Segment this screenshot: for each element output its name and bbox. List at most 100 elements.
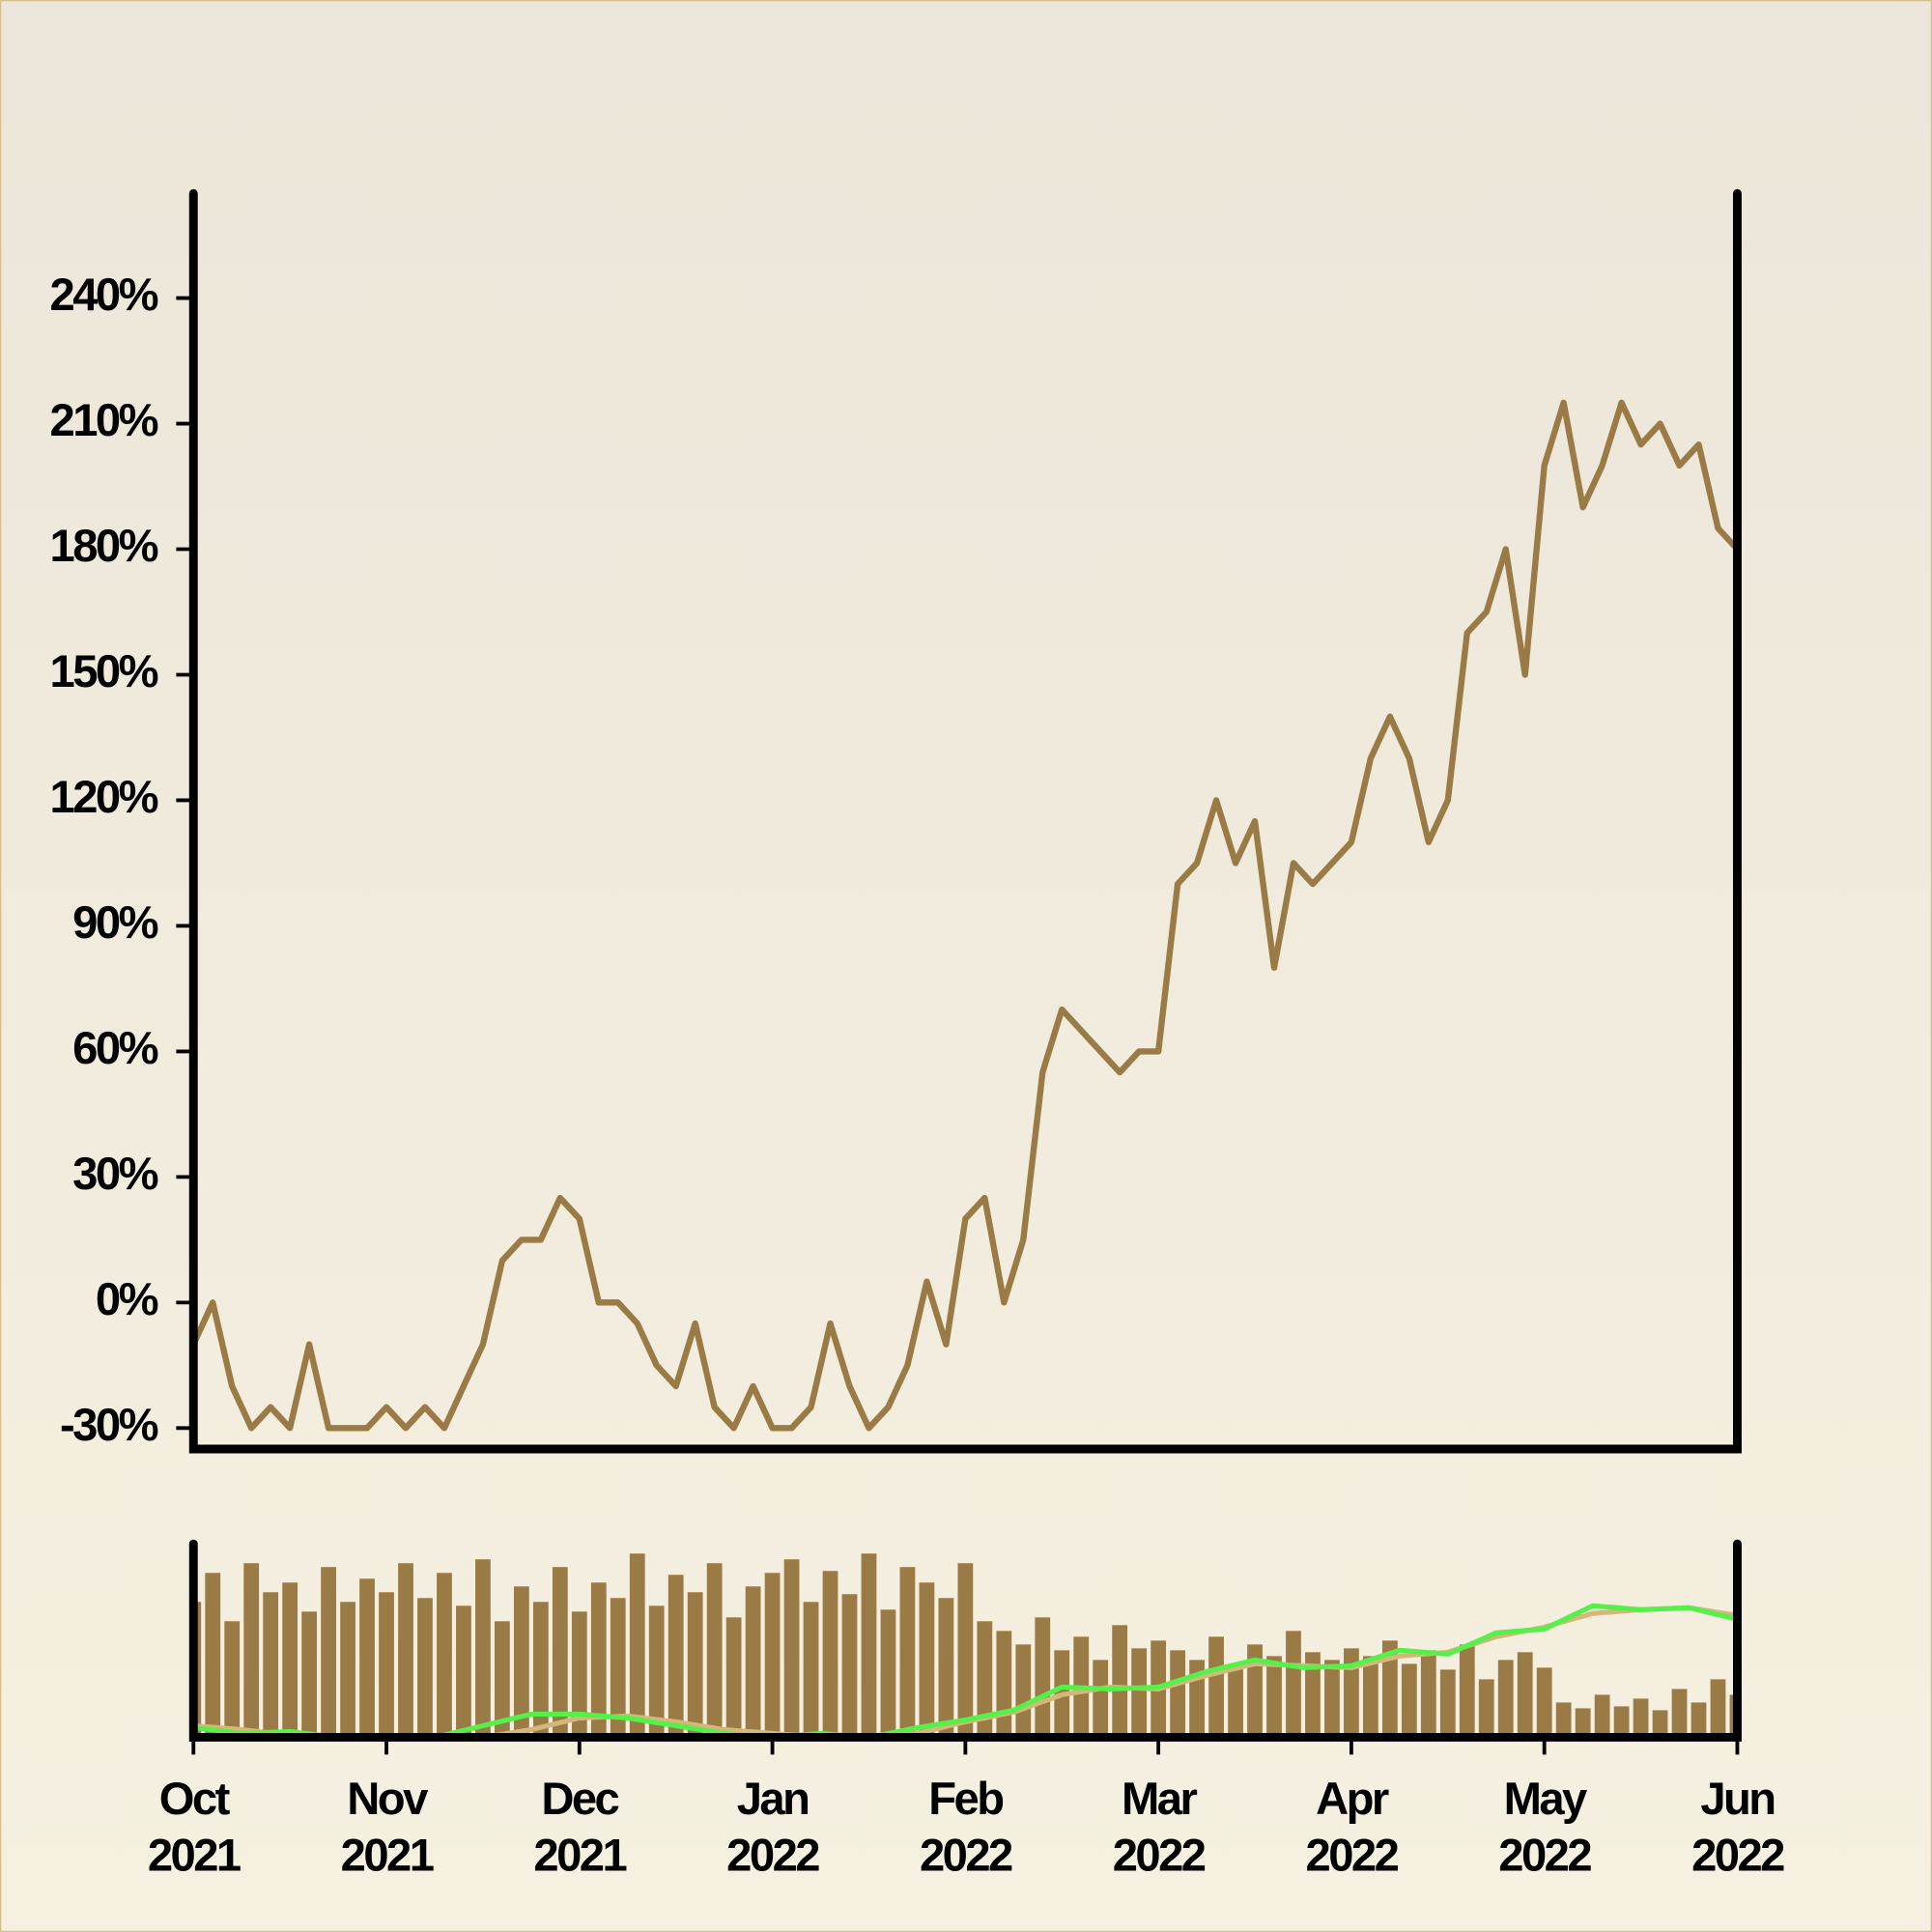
volume-bar [359, 1578, 375, 1738]
volume-bar [919, 1582, 935, 1738]
volume-bar [417, 1598, 433, 1738]
volume-bar [861, 1553, 877, 1738]
volume-bar [687, 1592, 703, 1738]
x-tick-label: Apr 2022 [1306, 1775, 1399, 1883]
volume-bar [1305, 1652, 1321, 1738]
volume-bar [899, 1567, 916, 1738]
volume-bar [1555, 1702, 1572, 1738]
volume-bar [1633, 1698, 1649, 1738]
x-tick-label: Nov 2021 [341, 1775, 434, 1883]
volume-bar [1344, 1648, 1359, 1738]
volume-bar [841, 1594, 858, 1738]
volume-bar [552, 1567, 568, 1738]
volume-bar [803, 1602, 819, 1738]
volume-bar [1015, 1644, 1032, 1738]
volume-bar [610, 1598, 626, 1738]
volume-bar [263, 1592, 279, 1738]
volume-bar [880, 1609, 896, 1738]
volume-bar [1613, 1706, 1630, 1738]
volume-bar [1517, 1652, 1533, 1738]
volume-bar [1228, 1663, 1243, 1738]
volume-bar [938, 1598, 954, 1738]
y-tick-label: 240% [50, 270, 158, 321]
volume-bar [1439, 1669, 1456, 1738]
volume-bar [1690, 1702, 1707, 1738]
volume-bar [764, 1573, 781, 1738]
volume-bar [205, 1573, 221, 1738]
spine [188, 1539, 1742, 1742]
volume-bar [783, 1559, 800, 1738]
x-tick-label: May 2022 [1498, 1775, 1591, 1883]
volume-bar [957, 1563, 974, 1738]
plots: -30% 0% 30% 60% 90% 120% 150% 180% 210% 240% Oct 20… [50, 270, 1787, 1883]
y-tick-label: -30% [60, 1400, 158, 1451]
volume-bar [532, 1602, 549, 1738]
volume-bar [1420, 1650, 1436, 1738]
volume-bar [725, 1617, 742, 1738]
x-tick-label: Oct 2021 [148, 1775, 241, 1883]
volume-bar [495, 1621, 510, 1738]
spine [188, 188, 1742, 1454]
volume-bar [301, 1611, 318, 1738]
spines [188, 188, 1742, 1742]
y-tick-label: 150% [50, 646, 158, 697]
volume-bar [648, 1605, 665, 1738]
volume-bar [571, 1611, 587, 1738]
volume-bar [1363, 1656, 1378, 1738]
y-tick-label: 90% [72, 897, 157, 949]
price-line [190, 399, 1740, 1432]
volume-bar [1652, 1710, 1668, 1738]
volume-bar [1266, 1656, 1282, 1738]
x-tick-label: Jun 2022 [1691, 1775, 1784, 1883]
volume-bar [513, 1586, 529, 1738]
volume-bar [668, 1575, 684, 1738]
volume-bar [1459, 1644, 1475, 1738]
volume-bar [745, 1586, 761, 1738]
volume-bar [321, 1567, 336, 1738]
volume-bar [1478, 1679, 1494, 1738]
volume-bar [996, 1631, 1012, 1738]
volume-bar [1575, 1708, 1591, 1738]
volume-bar [1497, 1660, 1514, 1738]
volume-bar [1170, 1650, 1186, 1738]
volume-bar [1594, 1694, 1610, 1738]
volume-bar [1112, 1625, 1128, 1738]
volume-bar [1324, 1660, 1340, 1738]
volume-bar [1131, 1648, 1148, 1738]
volume-bar [1401, 1663, 1417, 1738]
volume-bar [340, 1602, 355, 1738]
x-tick-label: Jan 2022 [726, 1775, 819, 1883]
volume-bar [1035, 1617, 1051, 1738]
volume-bar [282, 1582, 298, 1738]
volume-bar [379, 1592, 394, 1738]
y-tick-label: 120% [50, 772, 158, 823]
volume-bar [1208, 1636, 1224, 1738]
volume-bar [977, 1621, 993, 1738]
y-tick-label: 180% [50, 521, 158, 572]
volume-bar [1710, 1679, 1726, 1738]
volume-bar [1093, 1660, 1109, 1738]
volume-bar [1536, 1667, 1552, 1738]
volume-bar [475, 1559, 491, 1738]
volume-bar [822, 1571, 838, 1738]
volume-bar [629, 1553, 645, 1738]
volume-bar [437, 1573, 452, 1738]
y-tick-label: 210% [50, 395, 158, 446]
x-tick-label: Feb 2022 [920, 1775, 1012, 1883]
volume-bar [224, 1621, 241, 1738]
volume-bar [1381, 1640, 1398, 1738]
volume-bar [590, 1582, 607, 1738]
y-tick-label: 30% [72, 1149, 157, 1200]
x-tick-label: Dec 2021 [533, 1775, 626, 1883]
volume-bar [1671, 1689, 1688, 1738]
volume-bar [706, 1563, 723, 1738]
volume-bar [243, 1563, 260, 1738]
volume-bar [456, 1605, 471, 1738]
volume-bar [1286, 1631, 1301, 1738]
y-tick-label: 60% [72, 1023, 157, 1074]
volume-bar [398, 1563, 413, 1738]
y-tick-label: 0% [96, 1274, 158, 1325]
